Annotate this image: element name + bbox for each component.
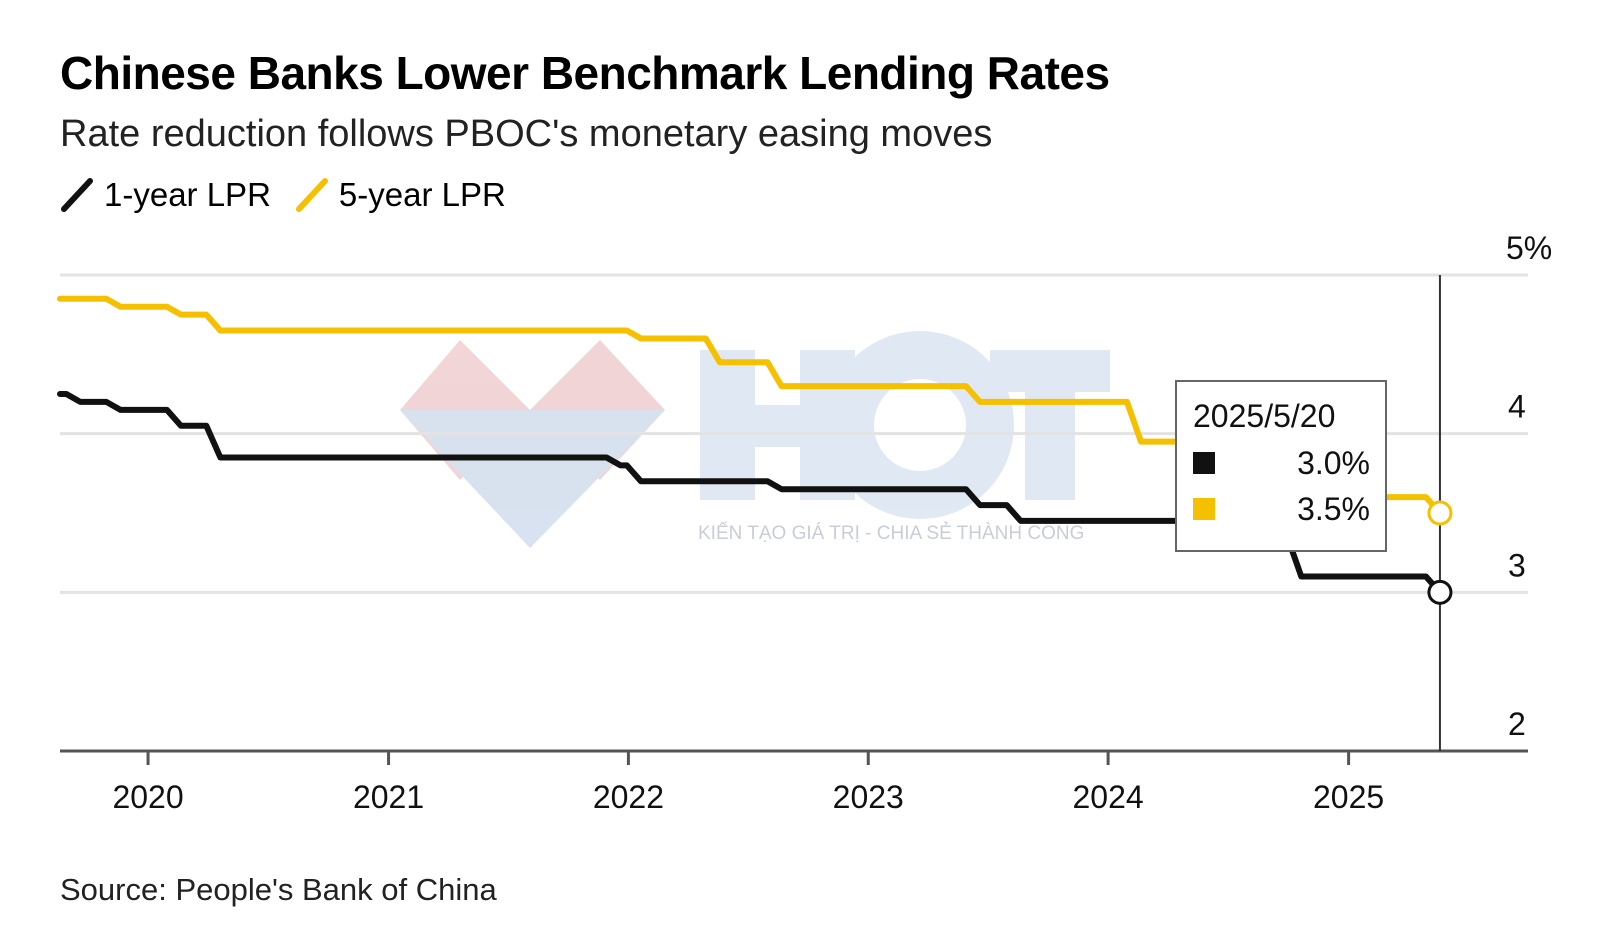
legend-swatch-5-year bbox=[295, 178, 328, 212]
x-tick-label: 2020 bbox=[112, 779, 183, 815]
legend: 1-year LPR 5-year LPR bbox=[60, 175, 530, 215]
tooltip: 2025/5/20 3.0% 3.5% bbox=[1175, 380, 1387, 552]
y-tick-label: 2 bbox=[1508, 706, 1526, 742]
hover-markers bbox=[1427, 500, 1453, 605]
tooltip-date: 2025/5/20 bbox=[1193, 398, 1335, 434]
y-tick-label: 3 bbox=[1508, 547, 1526, 583]
source-note: Source: People's Bank of China bbox=[60, 872, 497, 907]
x-tick-label: 2021 bbox=[353, 779, 424, 815]
tooltip-swatch-5-year bbox=[1193, 498, 1215, 520]
tooltip-value-5-year: 3.5% bbox=[1297, 491, 1370, 527]
line-chart: KIẾN TẠO GIÁ TRỊ - CHIA SẺ THÀNH CÔNG 2 3… bbox=[57, 230, 1552, 815]
chart-title: Chinese Banks Lower Benchmark Lending Ra… bbox=[60, 47, 1110, 99]
x-tick-label: 2022 bbox=[593, 779, 664, 815]
legend-swatch-1-year bbox=[61, 178, 93, 212]
tooltip-swatch-1-year bbox=[1193, 452, 1215, 474]
legend-label-5-year: 5-year LPR bbox=[338, 176, 506, 213]
y-axis: 2 3 4 5% bbox=[1506, 230, 1552, 742]
legend-label-1-year: 1-year LPR bbox=[104, 176, 271, 213]
legend-item-1-year[interactable]: 1-year LPR bbox=[60, 175, 271, 215]
x-axis: 2020 2021 2022 2023 2024 2025 bbox=[60, 749, 1528, 815]
x-tick-label: 2025 bbox=[1313, 779, 1384, 815]
legend-item-5-year[interactable]: 5-year LPR bbox=[295, 175, 506, 215]
chart-subtitle: Rate reduction follows PBOC's monetary e… bbox=[60, 113, 993, 155]
marker-5-year bbox=[1427, 500, 1453, 526]
x-tick-label: 2024 bbox=[1073, 779, 1144, 815]
y-tick-label: 4 bbox=[1508, 389, 1526, 425]
watermark-tagline: KIẾN TẠO GIÁ TRỊ - CHIA SẺ THÀNH CÔNG bbox=[698, 522, 1084, 544]
marker-1-year bbox=[1427, 579, 1453, 605]
watermark-logo bbox=[400, 331, 1110, 548]
tooltip-value-1-year: 3.0% bbox=[1297, 445, 1370, 481]
x-tick-label: 2023 bbox=[833, 779, 904, 815]
y-tick-label: 5% bbox=[1506, 230, 1552, 266]
